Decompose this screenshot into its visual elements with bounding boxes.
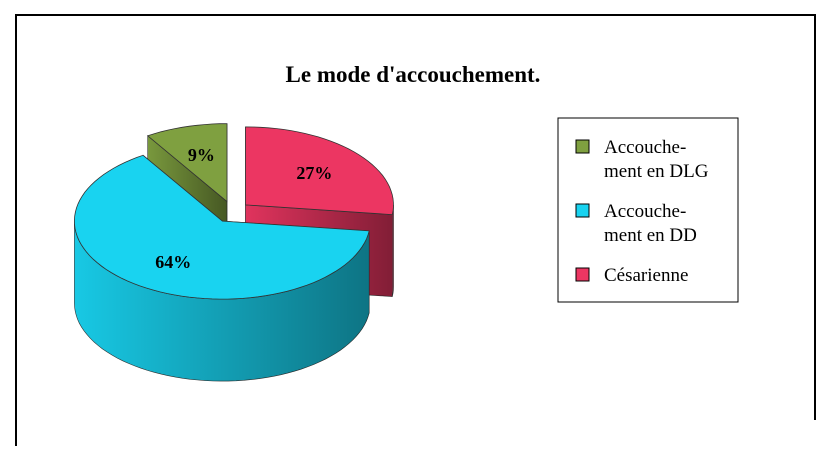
slice-top (245, 126, 394, 216)
data-label: 64% (155, 252, 191, 272)
legend-label: Césarienne (604, 265, 688, 286)
frame (15, 14, 816, 446)
chart-title: Le mode d'accouchement. (286, 62, 541, 87)
legend-label: Accouche-ment en DLG (604, 137, 709, 182)
legend-swatch (575, 267, 590, 282)
legend-label-line: ment en DLG (604, 161, 709, 182)
legend-swatch (575, 139, 590, 154)
legend-swatch (575, 203, 590, 218)
slice-wall-shade (392, 204, 394, 297)
legend-label: Accouche-ment en DD (604, 201, 697, 246)
data-label: 27% (296, 163, 332, 183)
legend-label-line: Accouche- (604, 137, 686, 158)
data-label: 9% (188, 145, 215, 165)
legend-label-line: Accouche- (604, 201, 686, 222)
slice-top (146, 123, 228, 203)
legend-label-line: ment en DD (604, 225, 697, 246)
pie-slice (73, 154, 370, 382)
legend-label-line: Césarienne (604, 265, 688, 286)
pie: 9% 64% 27% (73, 123, 394, 382)
slice-wall-shade (74, 221, 370, 382)
slice-top (73, 154, 370, 300)
